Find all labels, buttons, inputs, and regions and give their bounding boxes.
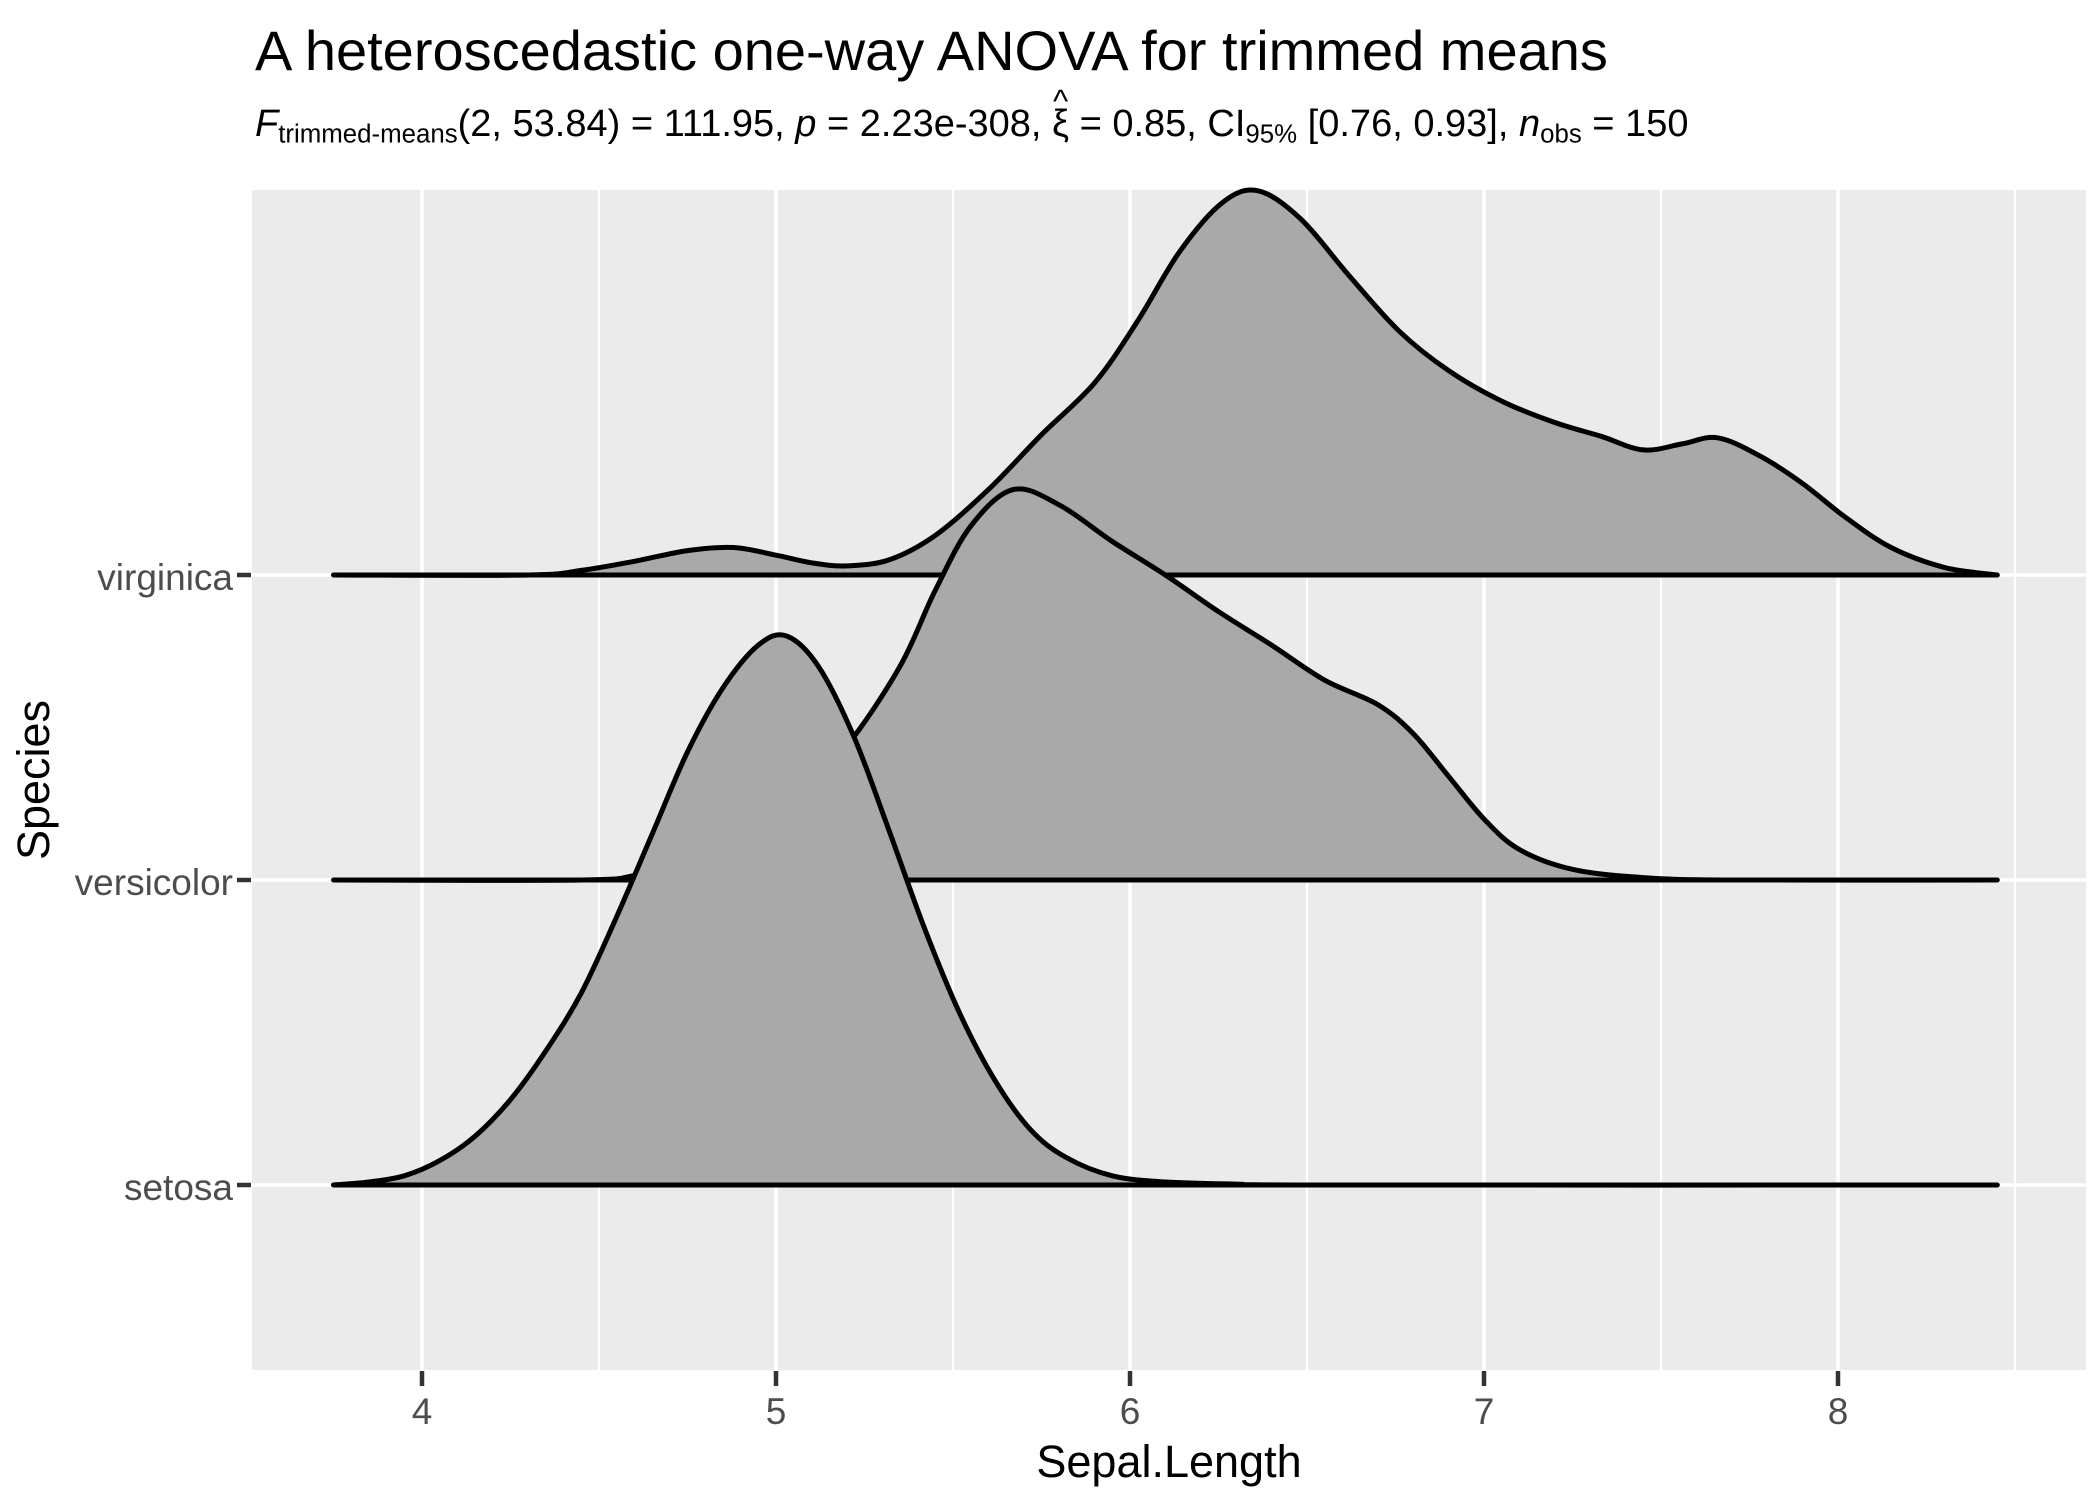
subtitle-part: F <box>255 103 279 145</box>
subtitle-part: 95% <box>1245 120 1298 149</box>
x-tick-label-8: 8 <box>1827 1391 1849 1432</box>
subtitle-part: trimmed-means <box>278 120 458 149</box>
x-tick-label-4: 4 <box>411 1391 433 1432</box>
ridge-setosa <box>331 632 2000 1188</box>
ridge-virginica <box>331 187 2000 578</box>
subtitle-part: (2, 53.84) = 111.95, <box>457 103 796 145</box>
y-tick-label-setosa: setosa <box>123 1167 233 1208</box>
x-tick-label-7: 7 <box>1473 1391 1495 1432</box>
subtitle-part: ^ ξ <box>1052 82 1070 145</box>
y-axis-title-text: Species <box>8 699 59 861</box>
y-tick-label-versicolor: versicolor <box>74 862 233 903</box>
x-tick-label-6: 6 <box>1119 1391 1141 1432</box>
x-tick-label-5: 5 <box>765 1391 787 1432</box>
subtitle-part: = 2.23e-308, <box>816 103 1053 145</box>
subtitle-part: p <box>795 103 817 145</box>
subtitle-part: [0.76, 0.93], <box>1297 103 1519 145</box>
subtitle-part: obs <box>1540 120 1582 149</box>
subtitle-part: = 0.85, CI <box>1069 103 1246 145</box>
y-tick-label-virginica: virginica <box>97 557 233 598</box>
plot-title: A heteroscedastic one-way ANOVA for trim… <box>255 19 1608 82</box>
subtitle-part: = 150 <box>1581 103 1689 145</box>
subtitle-part: n <box>1518 103 1541 145</box>
x-axis-title: Sepal.Length <box>1036 1436 1302 1487</box>
plot-subtitle: Ftrimmed-means(2, 53.84) = 111.95, p = 2… <box>255 82 1689 150</box>
hat-accent: ^ <box>1052 82 1069 119</box>
